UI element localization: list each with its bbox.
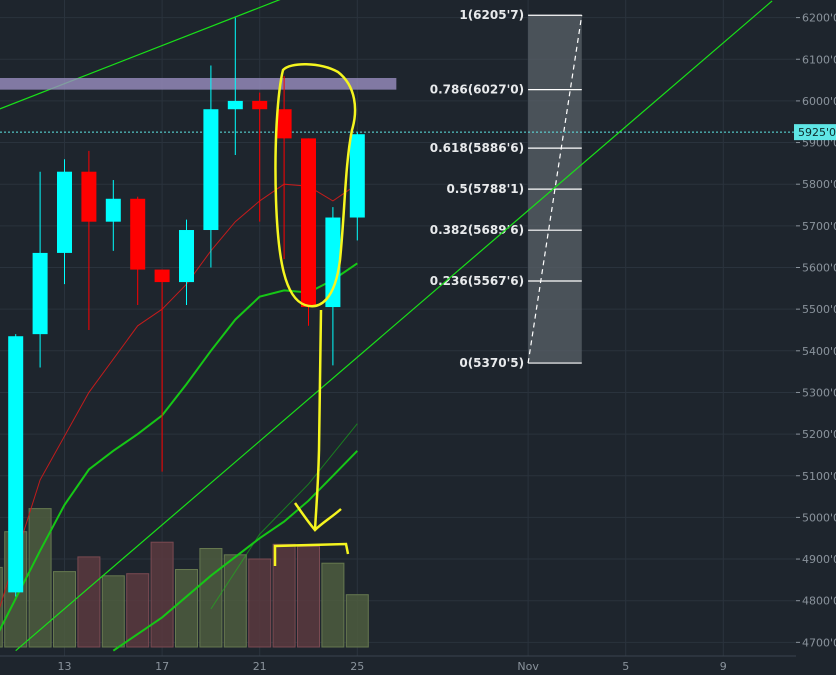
last-price-badge <box>794 124 836 141</box>
resistance-zone-group <box>0 77 796 133</box>
candle-body <box>8 336 24 593</box>
time-tick-label: 17 <box>155 660 169 673</box>
volume-bar <box>77 556 101 648</box>
price-tick-label: 5100'0 <box>802 470 836 483</box>
price-tick-label: 6200'0 <box>802 12 836 25</box>
price-axis-background[interactable] <box>796 0 836 675</box>
candle-body <box>203 109 219 231</box>
candle-body <box>252 100 268 110</box>
volume-bar <box>321 562 345 648</box>
price-tick-label: 5200'0 <box>802 428 836 441</box>
price-tick-label: 5500'0 <box>802 303 836 316</box>
volume-bar <box>101 575 125 648</box>
volume-bar <box>175 569 198 648</box>
price-tick-label: 5400'0 <box>802 345 836 358</box>
annotation-group <box>273 63 357 566</box>
price-tick-label: 5700'0 <box>802 220 836 233</box>
volume-bar <box>345 594 369 648</box>
candle-body <box>276 109 292 139</box>
moving-average-green-slow <box>112 450 359 652</box>
grid <box>0 0 796 656</box>
price-tick-label: 4900'0 <box>802 553 836 566</box>
fibonacci-level-label: 0.236(5567'6) <box>430 274 524 288</box>
volume-bar <box>28 508 52 648</box>
candle-body <box>81 171 97 222</box>
price-tick-label: 6100'0 <box>802 53 836 66</box>
candle-body <box>105 198 121 222</box>
last-price-label: 5925'0 <box>798 126 836 139</box>
annotation-bracket <box>273 542 350 566</box>
fibonacci-level-label: 0.786(6027'0) <box>430 83 524 97</box>
moving-average-green-faint <box>210 423 358 610</box>
candle-body <box>57 171 72 253</box>
price-tick-label: 4800'0 <box>802 595 836 608</box>
fibonacci-level-label: 1(6205'7) <box>459 8 524 22</box>
volume-bar <box>0 566 3 648</box>
volume-bar <box>126 573 150 648</box>
candle-body <box>227 100 243 110</box>
price-axis[interactable]: 6200'06100'06000'05900'05800'05700'05600… <box>794 0 836 675</box>
time-tick-label: 9 <box>720 660 727 673</box>
fibonacci-level-label: 0(5370'5) <box>459 356 524 370</box>
volume-bar <box>150 541 174 648</box>
candle-body <box>325 217 341 308</box>
trendline <box>15 0 773 652</box>
resistance-zone <box>0 77 397 90</box>
price-tick-label: 4700'0 <box>802 636 836 649</box>
price-tick-label: 5000'0 <box>802 511 836 524</box>
highlight-circle <box>274 63 357 308</box>
volume-bar <box>297 545 320 648</box>
candle-body <box>349 134 365 218</box>
time-tick-label: 5 <box>622 660 629 673</box>
time-tick-label: 13 <box>58 660 72 673</box>
fibonacci-level-label: 0.5(5788'1) <box>446 182 524 196</box>
candle-body <box>179 230 194 283</box>
volume-bar <box>223 554 247 648</box>
trendline <box>0 0 281 110</box>
time-tick-label: 25 <box>350 660 364 673</box>
price-tick-label: 6000'0 <box>802 95 836 108</box>
volume-bar <box>272 543 296 648</box>
price-tick-label: 5300'0 <box>802 386 836 399</box>
time-tick-label: 21 <box>253 660 267 673</box>
annotation-arrow-head <box>293 502 342 532</box>
price-tick-label: 5800'0 <box>802 178 836 191</box>
annotation-arrow-shaft <box>313 309 323 531</box>
trendlines <box>0 0 773 652</box>
price-tick-label: 5600'0 <box>802 262 836 275</box>
candle-body <box>301 138 316 308</box>
candle-body <box>154 269 170 283</box>
volume-bar <box>199 548 223 648</box>
candle-body <box>130 198 146 270</box>
candle-body <box>32 252 48 335</box>
time-axis[interactable]: 13 17 21 25 Nov 5 9 <box>0 655 836 675</box>
fibonacci-level-label: 0.382(5689'6) <box>430 223 524 237</box>
fibonacci-level-label: 0.618(5886'6) <box>430 141 524 155</box>
fibonacci-retracement: 1(6205'7) 0.786(6027'0) 0.618(5886'6) 0.5(5… <box>430 8 583 370</box>
time-axis-background[interactable] <box>0 656 836 675</box>
candles <box>8 17 365 597</box>
moving-average-green <box>0 262 358 632</box>
volume-bar <box>248 558 272 648</box>
time-tick-label: Nov <box>517 660 539 673</box>
